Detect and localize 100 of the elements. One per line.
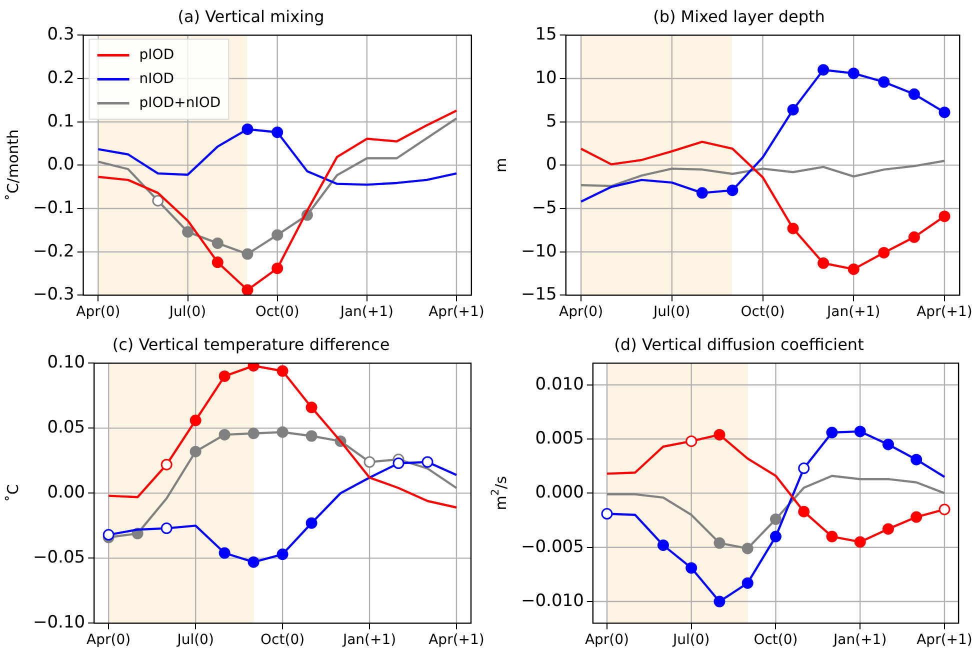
y-tick-label: −15: [520, 284, 557, 305]
point: [306, 402, 318, 414]
x-tick-label: Jul(0): [176, 632, 214, 648]
y-tick-label: 15: [535, 24, 557, 45]
chart-title: (b) Mixed layer depth: [653, 6, 825, 26]
point: [218, 428, 230, 440]
point: [826, 530, 838, 542]
point: [908, 88, 920, 100]
point: [818, 257, 830, 269]
point: [798, 506, 810, 518]
point: [218, 370, 230, 382]
point: [826, 426, 838, 438]
legend-label: nIOD: [139, 70, 174, 87]
point: [276, 365, 288, 377]
point: [272, 126, 284, 138]
y-tick-label: 0.3: [47, 24, 74, 45]
x-tick-label: Apr(+1): [428, 304, 484, 320]
x-tick-label: Apr(0): [558, 304, 604, 320]
point: [242, 123, 254, 135]
x-tick-label: Apr(0): [76, 304, 120, 320]
point: [910, 511, 922, 523]
point: [848, 68, 860, 80]
point: [276, 548, 288, 560]
point: [218, 547, 230, 559]
point: [272, 229, 284, 241]
point: [882, 438, 894, 450]
y-axis-title: ˚C: [4, 484, 22, 502]
x-tick-label: Apr(0): [86, 632, 131, 648]
chart-title: (d) Vertical diffusion coefficient: [614, 334, 864, 354]
x-tick-label: Apr(+1): [428, 632, 484, 648]
point: [882, 523, 894, 535]
point: [392, 458, 404, 470]
y-tick-label: 0.0: [47, 154, 74, 175]
point: [306, 517, 318, 529]
y-tick-label: 0.05: [47, 418, 86, 438]
point: [272, 262, 284, 274]
point: [152, 194, 164, 206]
y-tick-label: −0.3: [33, 284, 74, 305]
point: [160, 522, 172, 534]
point: [742, 542, 754, 554]
point: [938, 504, 950, 516]
point: [190, 446, 202, 458]
point: [770, 513, 782, 525]
y-tick-label: −0.10: [32, 612, 86, 633]
x-tick-label: Jan(+1): [832, 632, 887, 648]
point: [248, 556, 260, 568]
point: [938, 106, 950, 118]
x-tick-label: Oct(0): [740, 304, 785, 320]
y-axis-title: m: [492, 158, 510, 173]
point: [854, 536, 866, 548]
chart-title: (c) Vertical temperature difference: [112, 334, 390, 354]
y-tick-label: −0.1: [33, 198, 74, 218]
point: [601, 508, 613, 520]
y-tick-label: 0.10: [47, 352, 86, 373]
point: [102, 529, 114, 541]
point: [714, 537, 726, 549]
y-axis-title: m2/s: [490, 476, 510, 510]
x-tick-label: Jul(0): [652, 304, 690, 320]
y-tick-label: −0.2: [33, 241, 74, 262]
point: [798, 462, 810, 474]
point: [686, 435, 698, 447]
point: [742, 577, 754, 589]
point: [182, 226, 194, 238]
point: [714, 596, 726, 608]
point: [878, 246, 890, 258]
legend-label: pIOD: [139, 46, 174, 63]
y-tick-label: −0.005: [520, 536, 584, 557]
point: [657, 539, 669, 551]
point: [422, 456, 434, 468]
legend-label: pIOD+nIOD: [139, 94, 221, 111]
x-tick-label: Apr(+1): [916, 304, 972, 320]
point: [726, 184, 738, 196]
y-tick-label: 0.005: [535, 428, 584, 448]
y-tick-label: 0.2: [47, 68, 74, 88]
y-tick-label: 10: [535, 68, 557, 88]
point: [212, 237, 224, 249]
y-tick-label: −5: [532, 198, 557, 218]
y-tick-label: −0.05: [32, 548, 86, 568]
point: [242, 284, 254, 296]
x-tick-label: Oct(0): [754, 632, 798, 648]
y-tick-label: 0.010: [535, 374, 584, 394]
x-tick-label: Oct(0): [260, 632, 305, 648]
chart-title: (a) Vertical mixing: [178, 6, 324, 26]
x-tick-label: Oct(0): [255, 304, 300, 320]
y-tick-label: −0.010: [520, 590, 584, 611]
y-tick-label: −10: [520, 241, 557, 262]
point: [854, 426, 866, 438]
x-tick-label: Jul(0): [672, 632, 710, 648]
point: [787, 104, 799, 116]
y-axis-title: ˚C/month: [4, 129, 22, 202]
y-tick-label: 0.000: [535, 482, 584, 503]
point: [248, 428, 260, 440]
point: [276, 426, 288, 438]
point: [190, 414, 202, 426]
point: [212, 256, 224, 268]
x-tick-label: Jan(+1): [342, 632, 396, 648]
y-tick-label: 5: [546, 111, 557, 132]
point: [908, 231, 920, 243]
point: [938, 210, 950, 222]
point: [818, 64, 830, 76]
